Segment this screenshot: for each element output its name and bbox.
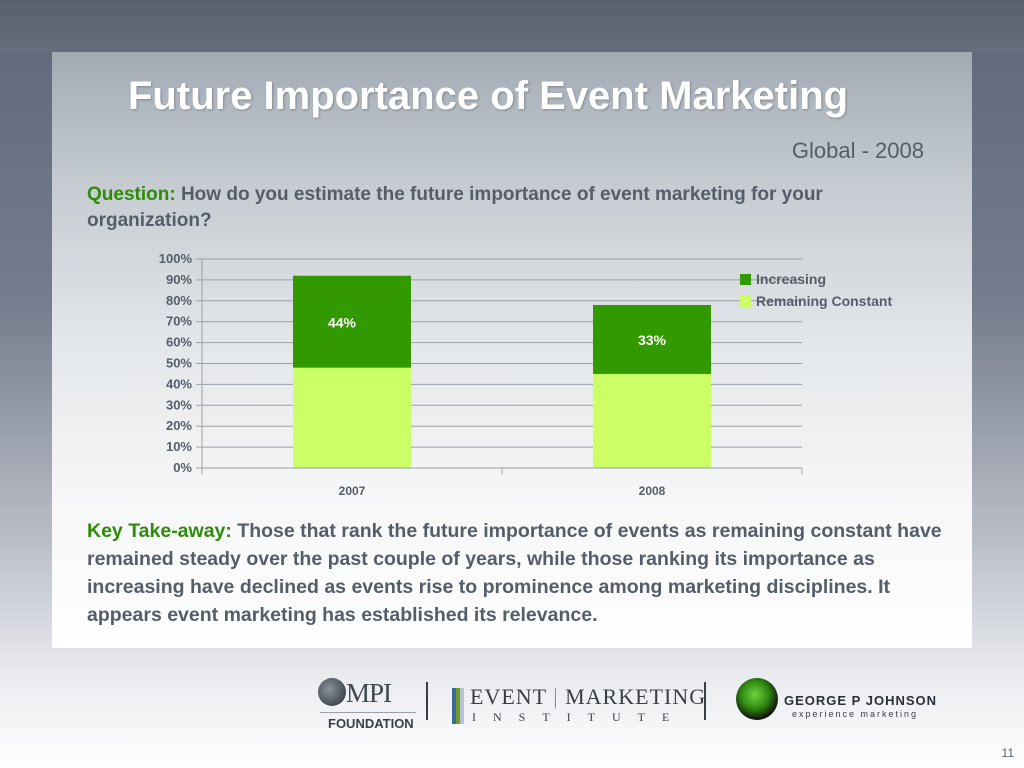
slide-subtitle: Global - 2008: [791, 138, 924, 163]
y-tick-label: 50%: [166, 356, 192, 371]
logo-separator: [426, 682, 428, 720]
y-tick-label: 90%: [166, 272, 192, 287]
y-tick-label: 80%: [166, 293, 192, 308]
question-lead: Question:: [87, 184, 176, 205]
bar-remaining-constant: [593, 373, 711, 468]
y-tick-label: 60%: [166, 335, 192, 350]
bar-increasing: [293, 275, 411, 368]
y-tick-label: 10%: [166, 439, 192, 454]
y-tick-label: 30%: [166, 397, 192, 412]
x-tick-label: 2008: [639, 484, 666, 498]
takeaway-body: Those that rank the future importance of…: [87, 520, 942, 626]
top-band: [0, 0, 1024, 52]
data-label: 44%: [328, 315, 357, 331]
emi-institute-text: INSTITUTE: [472, 710, 687, 724]
gpj-name-text: GEORGE P JOHNSON: [784, 693, 938, 708]
slide-title: Future Importance of Event Marketing: [128, 74, 849, 118]
key-takeaway-text: Key Take-away: Those that rank the futur…: [87, 517, 967, 629]
y-tick-label: 40%: [166, 376, 192, 391]
mpi-globe-icon: [318, 678, 346, 706]
y-tick-label: 20%: [166, 418, 192, 433]
mpi-foundation-text: FOUNDATION: [328, 716, 414, 731]
legend-label-remaining-constant: Remaining Constant: [756, 293, 893, 309]
emi-bars-icon: [452, 688, 464, 724]
question-text: Question: How do you estimate the future…: [87, 182, 947, 234]
question-body: How do you estimate the future importanc…: [87, 184, 823, 231]
takeaway-lead: Key Take-away:: [87, 520, 232, 542]
legend-swatch-increasing: [740, 273, 751, 285]
legend-item-remaining-constant: Remaining Constant: [740, 290, 892, 312]
bar-increasing: [593, 304, 711, 374]
gpj-emblem-icon: [736, 678, 778, 720]
y-tick-label: 0%: [173, 460, 192, 475]
page-number: 11: [1001, 746, 1014, 760]
content-panel: [52, 52, 972, 648]
y-tick-label: 100%: [159, 251, 193, 266]
mpi-divider: [320, 712, 416, 713]
y-tick-label: 70%: [166, 314, 192, 329]
bar-remaining-constant: [293, 367, 411, 468]
emi-wordmark: EVENT | MARKETING: [470, 684, 707, 709]
legend-item-increasing: Increasing: [740, 268, 892, 290]
gpj-tagline-text: experience marketing: [792, 709, 919, 719]
logo-separator: [704, 682, 706, 720]
emi-word-marketing: MARKETING: [565, 684, 707, 709]
stacked-bar-chart: 0% 10% 20% 30% 40% 50% 60% 70% 80% 90% 100% 44% 2007…: [159, 251, 803, 498]
sponsor-logos: MPI FOUNDATION EVENT | MARKETING INSTITU…: [300, 672, 980, 732]
mpi-logo-text: MPI: [346, 678, 392, 708]
legend-label-increasing: Increasing: [756, 271, 827, 287]
x-tick-label: 2007: [339, 484, 366, 498]
legend-swatch-remaining-constant: [740, 295, 751, 307]
emi-word-event: EVENT: [470, 684, 547, 709]
data-label: 33%: [638, 332, 667, 348]
chart-legend: Increasing Remaining Constant: [740, 268, 892, 312]
